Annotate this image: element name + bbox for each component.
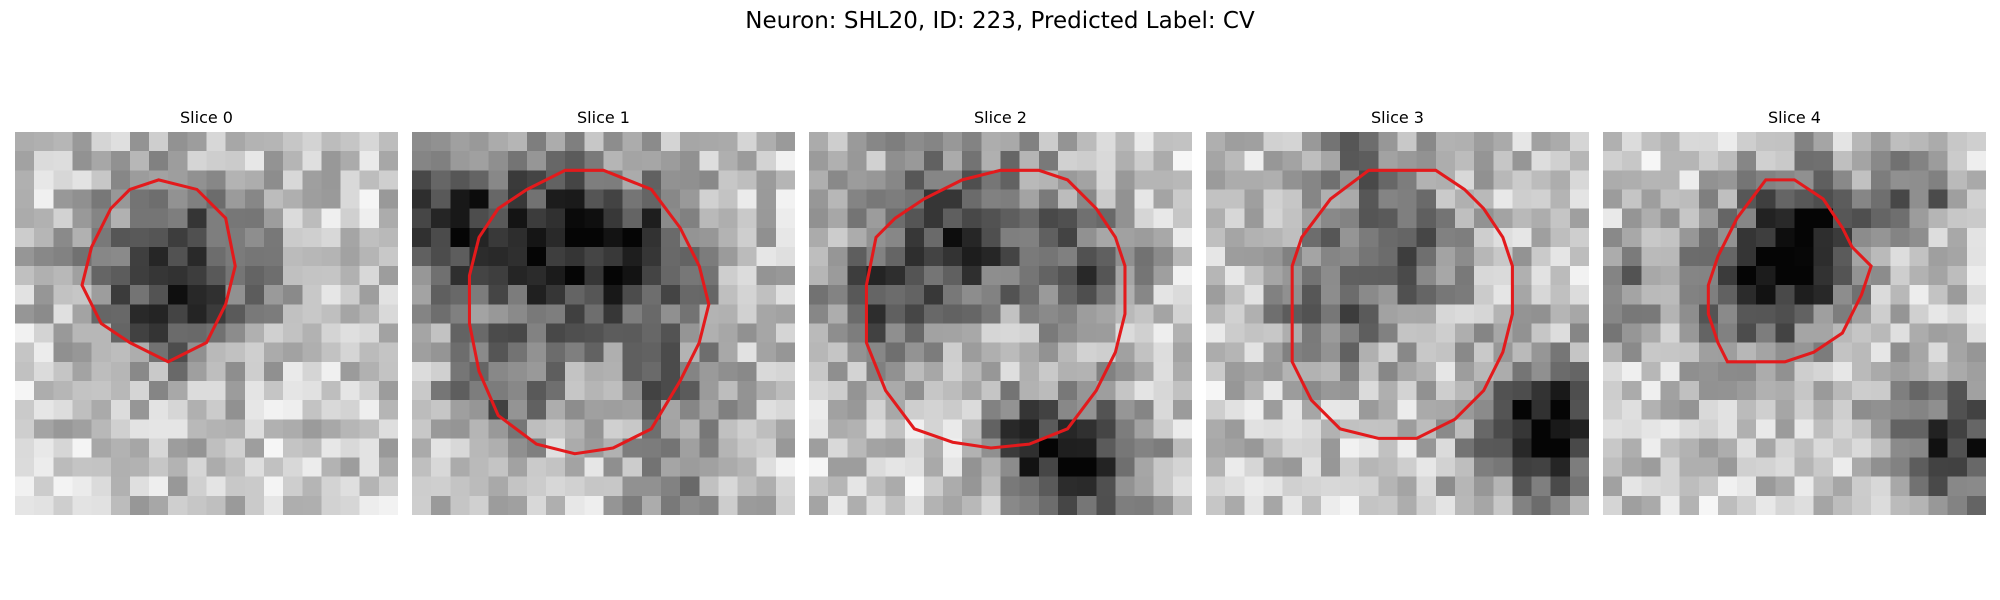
slice-image-2: [809, 132, 1192, 515]
cell-contour-4: [1706, 178, 1873, 364]
slice-title-4: Slice 4: [1768, 108, 1821, 127]
pixel-grid-1: [412, 132, 795, 515]
pixel-grid-0: [15, 132, 398, 515]
slice-image-0: [15, 132, 398, 515]
slice-panel-2: Slice 2: [809, 108, 1192, 515]
slice-panel-4: Slice 4: [1603, 108, 1986, 515]
slice-title-1: Slice 1: [577, 108, 630, 127]
slice-panel-1: Slice 1: [412, 108, 795, 515]
cell-contour-0: [80, 178, 237, 364]
slice-title-2: Slice 2: [974, 108, 1027, 127]
slice-image-1: [412, 132, 795, 515]
figure-title: Neuron: SHL20, ID: 223, Predicted Label:…: [745, 8, 1255, 34]
pixel-grid-4: [1603, 132, 1986, 515]
cell-contour-1: [467, 168, 711, 456]
cell-contour-3: [1290, 168, 1514, 440]
slice-panel-0: Slice 0: [15, 108, 398, 515]
pixel-grid-3: [1206, 132, 1589, 515]
slice-image-3: [1206, 132, 1589, 515]
slice-title-0: Slice 0: [180, 108, 233, 127]
slice-image-4: [1603, 132, 1986, 515]
pixel-grid-2: [809, 132, 1192, 515]
slice-title-3: Slice 3: [1371, 108, 1424, 127]
cell-contour-2: [864, 168, 1127, 450]
slice-panel-3: Slice 3: [1206, 108, 1589, 515]
